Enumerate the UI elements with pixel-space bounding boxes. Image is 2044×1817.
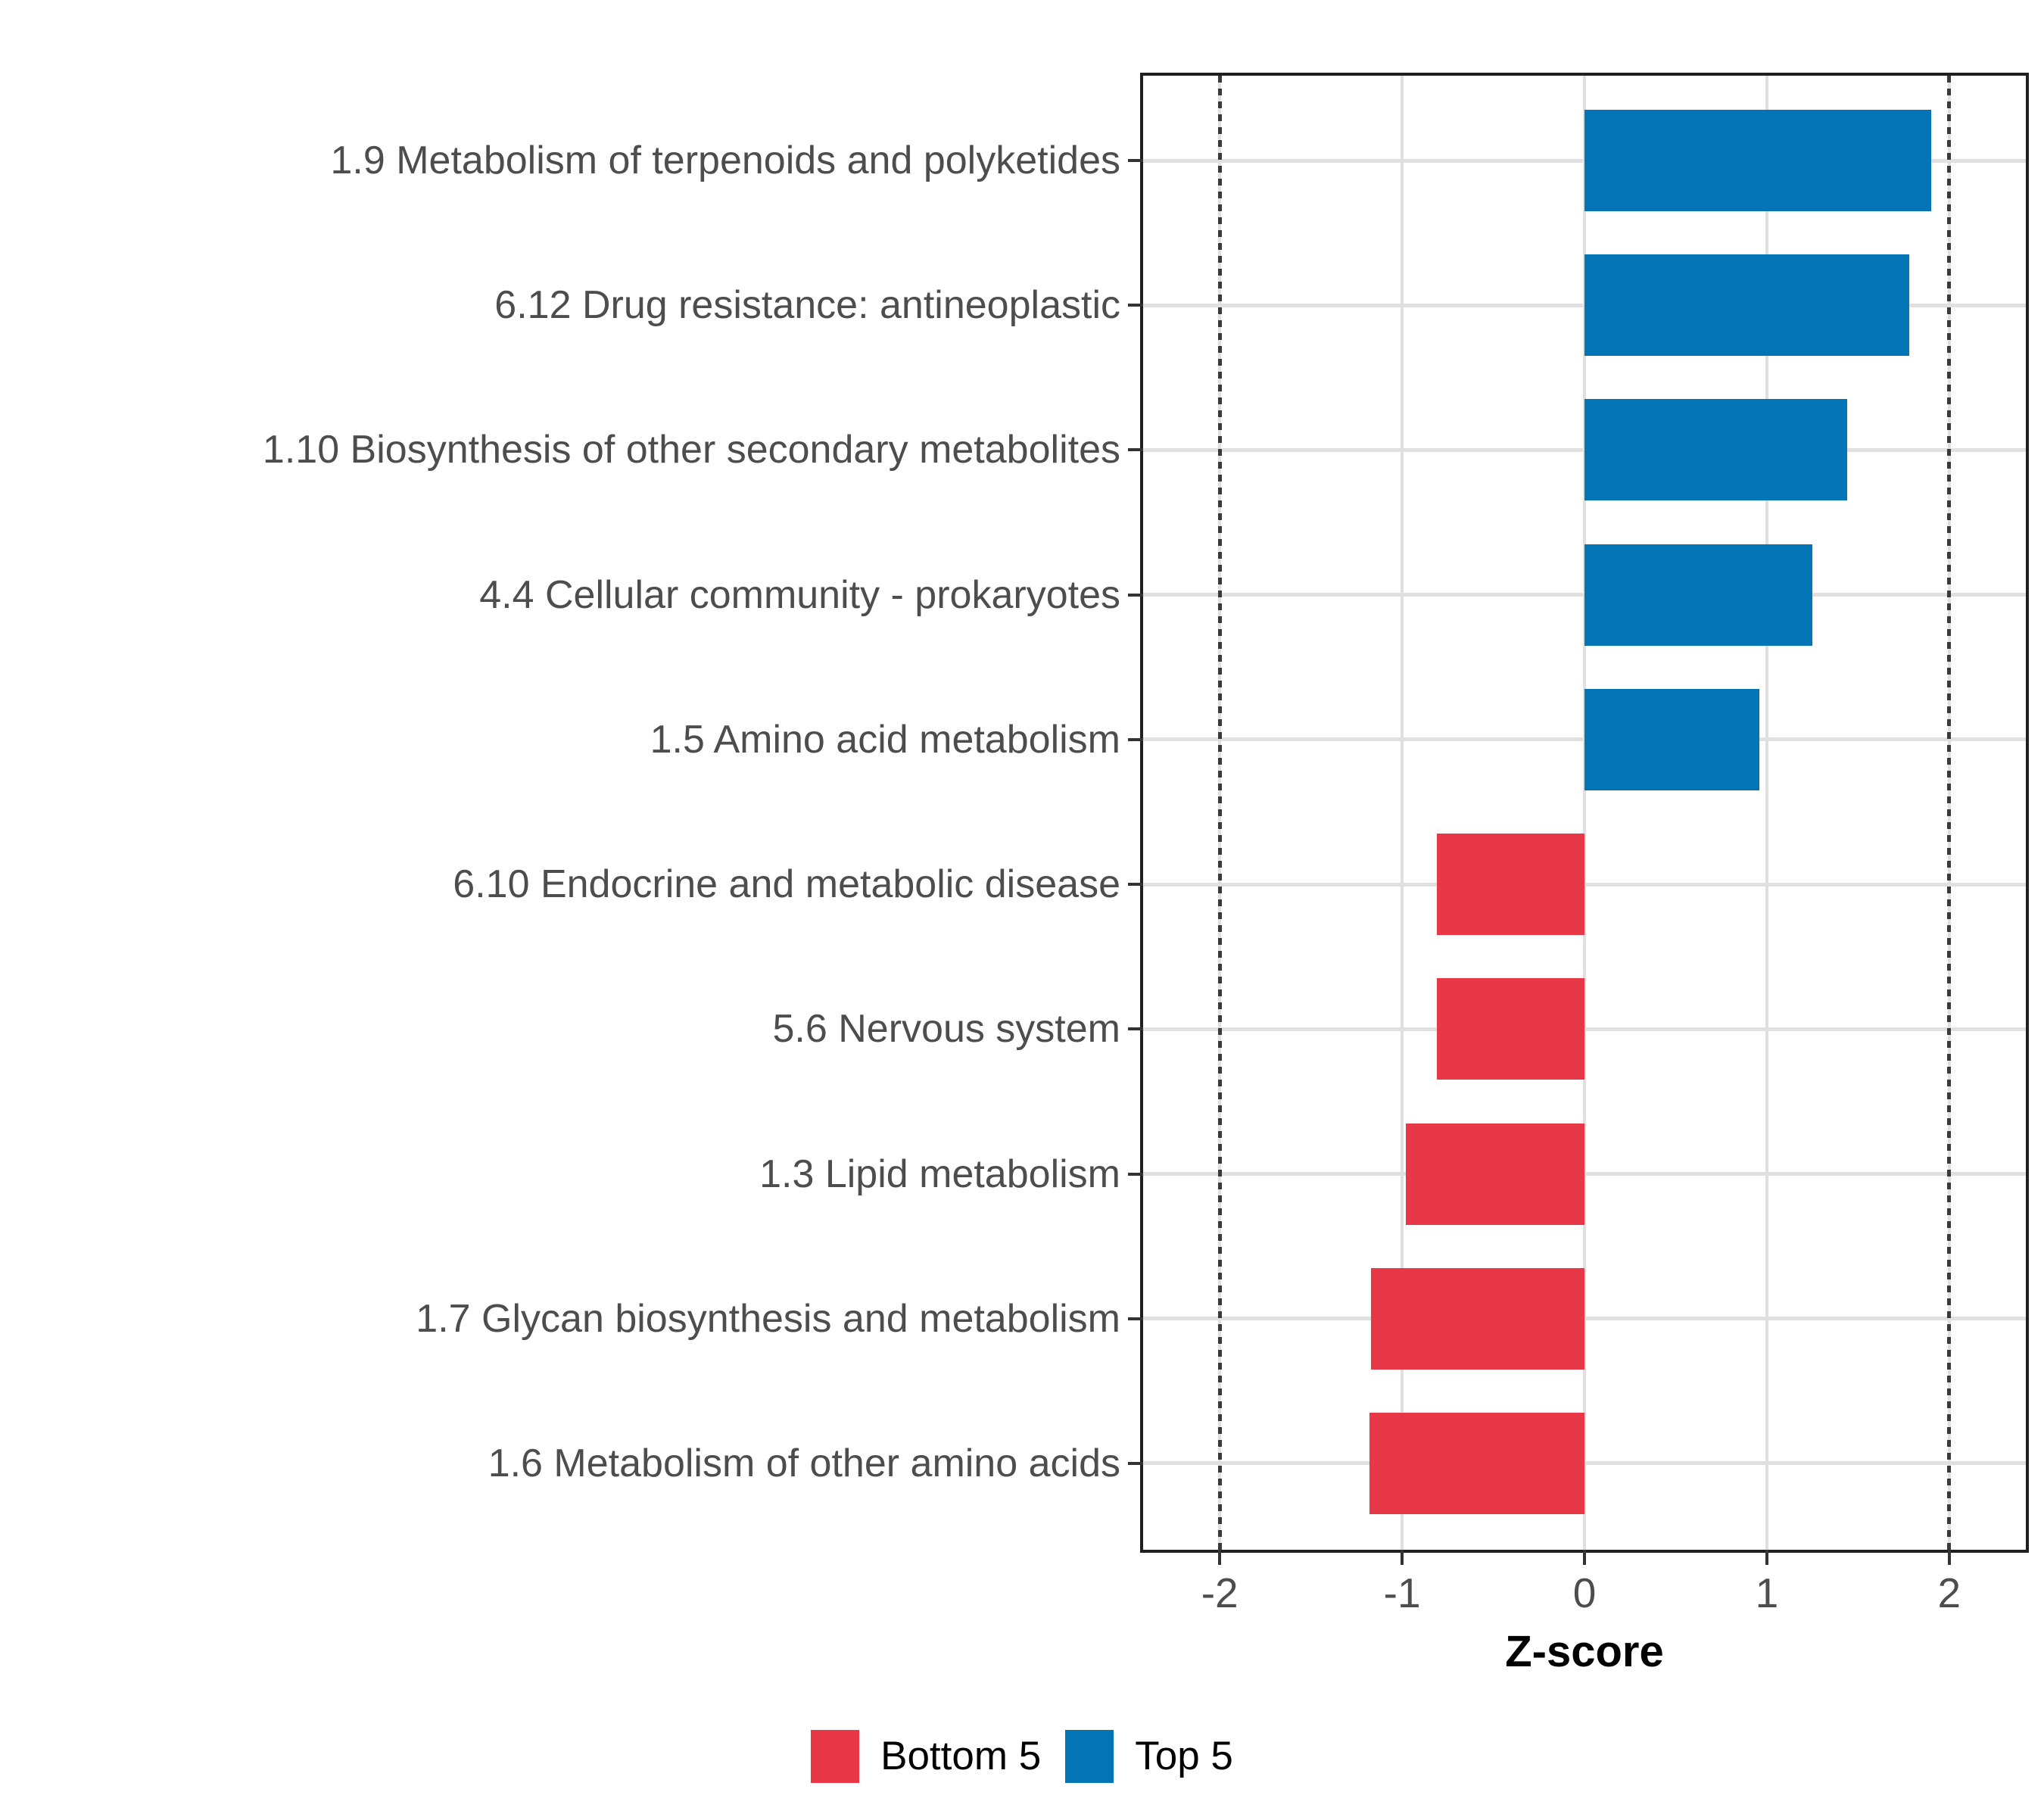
x-axis-tick — [1218, 1550, 1222, 1565]
x-axis-tick-label: -1 — [1383, 1569, 1421, 1616]
x-axis-tick — [1947, 1550, 1951, 1565]
dotted-reference-line — [1217, 76, 1222, 1550]
y-axis-label: 4.4 Cellular community - prokaryotes — [479, 572, 1120, 617]
y-axis-tick — [1128, 737, 1143, 741]
y-axis-tick — [1128, 593, 1143, 597]
legend-label: Top 5 — [1135, 1734, 1233, 1778]
legend-swatch — [1065, 1730, 1114, 1783]
bar-top5 — [1584, 110, 1931, 211]
x-axis-tick — [1765, 1550, 1768, 1565]
x-axis-title: Z-score — [1505, 1627, 1664, 1676]
x-gridline — [1401, 76, 1404, 1550]
y-gridline — [1143, 1461, 2026, 1466]
bar-top5 — [1584, 544, 1813, 646]
y-axis-tick — [1128, 1461, 1143, 1465]
y-axis-label: 5.6 Nervous system — [772, 1007, 1121, 1052]
y-axis-tick — [1128, 448, 1143, 452]
y-gridline — [1143, 1027, 2026, 1031]
y-axis-tick — [1128, 1027, 1143, 1031]
y-axis-tick — [1128, 304, 1143, 307]
dotted-reference-line — [1947, 76, 1952, 1550]
x-gridline — [1583, 76, 1586, 1550]
bar-top5 — [1584, 688, 1760, 790]
y-axis-label: 1.3 Lipid metabolism — [759, 1152, 1120, 1196]
y-gridline — [1143, 882, 2026, 887]
y-gridline — [1143, 1317, 2026, 1321]
bar-top5 — [1584, 399, 1847, 501]
y-axis-label: 1.9 Metabolism of terpenoids and polyket… — [330, 139, 1120, 182]
y-axis-tick — [1128, 883, 1143, 887]
x-axis-tick-label: -2 — [1201, 1569, 1239, 1616]
bar-bottom5 — [1436, 834, 1584, 936]
legend-label: Bottom 5 — [880, 1734, 1042, 1778]
x-axis-tick — [1401, 1550, 1404, 1565]
bar-bottom5 — [1436, 978, 1584, 1080]
x-gridline — [1765, 76, 1768, 1550]
y-gridline — [1143, 1172, 2026, 1177]
y-axis-tick — [1128, 1317, 1143, 1320]
x-axis-tick — [1583, 1550, 1586, 1565]
y-axis-tick — [1128, 159, 1143, 162]
legend: Bottom 5 Top 5 — [0, 1730, 2044, 1783]
bar-bottom5 — [1369, 1412, 1584, 1514]
y-axis-label: 1.7 Glycan biosynthesis and metabolism — [416, 1296, 1120, 1341]
bar-bottom5 — [1371, 1267, 1584, 1370]
x-axis-tick-label: 0 — [1572, 1569, 1597, 1616]
y-axis-label: 1.6 Metabolism of other amino acids — [488, 1441, 1120, 1485]
legend-entry: Bottom 5 — [811, 1730, 1041, 1783]
x-axis-tick-label: 1 — [1755, 1569, 1779, 1616]
legend-entry: Top 5 — [1065, 1730, 1233, 1783]
y-axis-tick — [1128, 1172, 1143, 1176]
x-axis-tick-label: 2 — [1937, 1569, 1961, 1616]
y-axis-label: 1.5 Amino acid metabolism — [650, 717, 1120, 762]
legend-swatch — [811, 1730, 860, 1783]
y-axis-label: 6.10 Endocrine and metabolic disease — [453, 862, 1120, 907]
y-axis-label: 6.12 Drug resistance: antineoplastic — [494, 283, 1120, 328]
bar-top5 — [1584, 254, 1909, 357]
y-axis-label: 1.10 Biosynthesis of other secondary met… — [262, 428, 1120, 472]
bar-bottom5 — [1405, 1123, 1584, 1225]
